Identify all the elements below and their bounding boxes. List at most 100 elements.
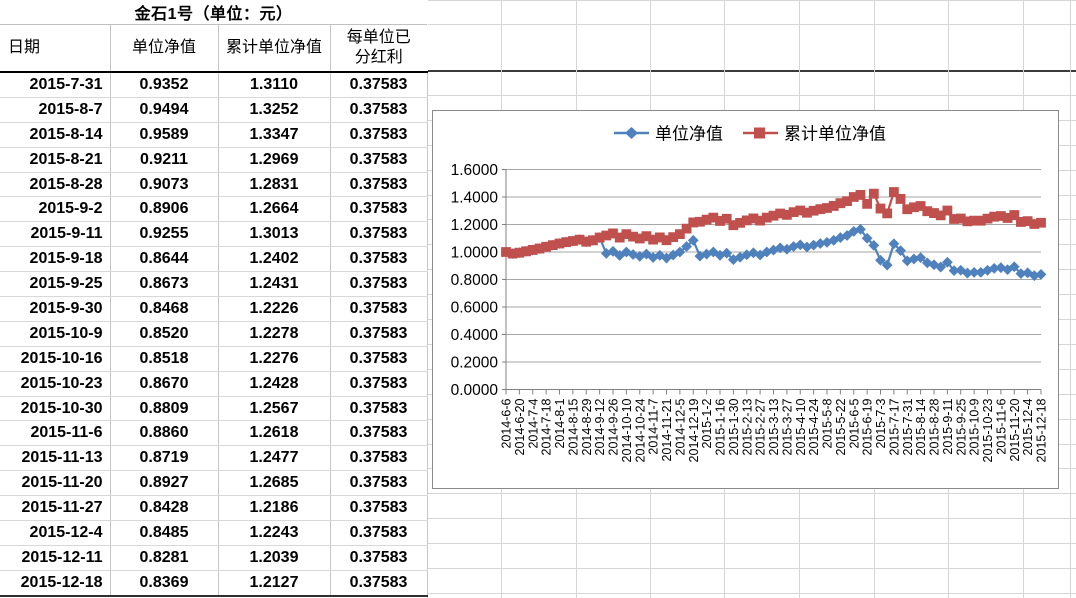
col-header-0[interactable]: 日期 bbox=[0, 24, 110, 73]
y-tick-label: 0.2000 bbox=[451, 355, 499, 372]
table-cell[interactable]: 0.37583 bbox=[329, 545, 428, 571]
table-cell[interactable]: 2015-10-30 bbox=[0, 396, 110, 422]
table-cell[interactable]: 1.2276 bbox=[217, 346, 330, 372]
table-cell[interactable]: 0.8670 bbox=[109, 371, 218, 397]
table-cell[interactable]: 2015-10-9 bbox=[0, 321, 110, 347]
col-header-3[interactable]: 每单位已分红利 bbox=[329, 24, 428, 73]
table-cell[interactable]: 0.8719 bbox=[109, 445, 218, 472]
table-cell[interactable]: 0.9589 bbox=[109, 122, 218, 148]
table-cell[interactable]: 1.3013 bbox=[217, 221, 330, 248]
table-cell[interactable]: 0.37583 bbox=[329, 147, 428, 173]
table-cell[interactable]: 0.37583 bbox=[329, 246, 428, 273]
table-cell[interactable]: 2015-12-4 bbox=[0, 520, 110, 546]
table-row: 2015-8-28 0.9073 1.2831 0.37583 bbox=[0, 172, 428, 198]
table-cell[interactable]: 2015-8-14 bbox=[0, 122, 110, 148]
table-cell[interactable]: 0.8927 bbox=[109, 470, 218, 497]
table-cell[interactable]: 0.37583 bbox=[329, 520, 428, 546]
table-cell[interactable]: 0.9211 bbox=[109, 147, 218, 173]
table-cell[interactable]: 0.8520 bbox=[109, 321, 218, 347]
table-cell[interactable]: 1.2127 bbox=[217, 570, 330, 597]
table-cell[interactable]: 2015-9-25 bbox=[0, 271, 110, 298]
table-cell[interactable]: 2015-8-7 bbox=[0, 97, 110, 123]
table-cell[interactable]: 1.2428 bbox=[217, 371, 330, 397]
table-cell[interactable]: 0.37583 bbox=[329, 271, 428, 298]
table-cell[interactable]: 1.3110 bbox=[217, 72, 330, 98]
table-cell[interactable]: 0.8644 bbox=[109, 246, 218, 273]
table-cell[interactable]: 0.8673 bbox=[109, 271, 218, 298]
series-markers-0[interactable] bbox=[500, 223, 1047, 282]
table-cell[interactable]: 2015-9-11 bbox=[0, 221, 110, 248]
table-cell[interactable]: 0.37583 bbox=[329, 396, 428, 422]
series-markers-1[interactable] bbox=[501, 187, 1046, 259]
table-cell[interactable]: 0.37583 bbox=[329, 371, 428, 397]
table-cell[interactable]: 0.37583 bbox=[329, 470, 428, 497]
table-cell[interactable]: 0.37583 bbox=[329, 172, 428, 198]
table-cell[interactable]: 0.8428 bbox=[109, 495, 218, 522]
table-cell[interactable]: 0.9352 bbox=[109, 72, 218, 98]
table-cell[interactable]: 2015-11-6 bbox=[0, 420, 110, 447]
table-row: 2015-10-9 0.8520 1.2278 0.37583 bbox=[0, 321, 428, 347]
table-cell[interactable]: 0.8860 bbox=[109, 420, 218, 447]
table-cell[interactable]: 0.37583 bbox=[329, 570, 428, 597]
legend-label-unit-nav[interactable]: 单位净值 bbox=[655, 125, 723, 144]
legend-label-cum-nav[interactable]: 累计单位净值 bbox=[784, 125, 886, 144]
table-title[interactable]: 金石1号（单位：元） bbox=[0, 0, 428, 25]
table-cell[interactable]: 0.37583 bbox=[329, 196, 428, 223]
table-cell[interactable]: 1.2186 bbox=[217, 495, 330, 522]
table-cell[interactable]: 2015-7-31 bbox=[0, 72, 110, 98]
table-cell[interactable]: 0.37583 bbox=[329, 321, 428, 347]
table-cell[interactable]: 1.2567 bbox=[217, 396, 330, 422]
table-cell[interactable]: 0.37583 bbox=[329, 495, 428, 522]
table-cell[interactable]: 0.8518 bbox=[109, 346, 218, 372]
table-row: 2015-11-6 0.8860 1.2618 0.37583 bbox=[0, 420, 428, 447]
table-cell[interactable]: 2015-10-16 bbox=[0, 346, 110, 372]
table-cell[interactable]: 2015-11-20 bbox=[0, 470, 110, 497]
table-cell[interactable]: 1.2969 bbox=[217, 147, 330, 173]
table-cell[interactable]: 0.8369 bbox=[109, 570, 218, 597]
chart-canvas[interactable]: 0.0000 0.2000 0.4000 0.6000 0.8000 1.0000 1.20… bbox=[433, 111, 1058, 488]
table-cell[interactable]: 2015-8-28 bbox=[0, 172, 110, 198]
table-cell[interactable]: 0.8906 bbox=[109, 196, 218, 223]
table-cell[interactable]: 0.8281 bbox=[109, 545, 218, 571]
table-cell[interactable]: 1.3347 bbox=[217, 122, 330, 148]
table-cell[interactable]: 2015-12-11 bbox=[0, 545, 110, 571]
table-cell[interactable]: 0.37583 bbox=[329, 122, 428, 148]
table-cell[interactable]: 2015-9-30 bbox=[0, 296, 110, 322]
col-header-2[interactable]: 累计单位净值 bbox=[217, 24, 330, 73]
table-cell[interactable]: 0.37583 bbox=[329, 346, 428, 372]
table-cell[interactable]: 1.2831 bbox=[217, 172, 330, 198]
col-header-1[interactable]: 单位净值 bbox=[109, 24, 218, 73]
table-cell[interactable]: 1.2431 bbox=[217, 271, 330, 298]
table-cell[interactable]: 0.37583 bbox=[329, 296, 428, 322]
table-cell[interactable]: 0.9255 bbox=[109, 221, 218, 248]
table-cell[interactable]: 2015-12-18 bbox=[0, 570, 110, 597]
table-cell[interactable]: 0.37583 bbox=[329, 97, 428, 123]
table-cell[interactable]: 1.2618 bbox=[217, 420, 330, 447]
table-cell[interactable]: 0.9073 bbox=[109, 172, 218, 198]
table-cell[interactable]: 0.9494 bbox=[109, 97, 218, 123]
table-cell[interactable]: 1.2226 bbox=[217, 296, 330, 322]
table-cell[interactable]: 1.2477 bbox=[217, 445, 330, 472]
nav-chart[interactable]: 0.0000 0.2000 0.4000 0.6000 0.8000 1.0000 1.20… bbox=[432, 110, 1059, 489]
table-cell[interactable]: 0.37583 bbox=[329, 72, 428, 98]
table-cell[interactable]: 2015-8-21 bbox=[0, 147, 110, 173]
table-cell[interactable]: 2015-10-23 bbox=[0, 371, 110, 397]
table-cell[interactable]: 1.2402 bbox=[217, 246, 330, 273]
table-cell[interactable]: 0.8468 bbox=[109, 296, 218, 322]
table-cell[interactable]: 0.37583 bbox=[329, 420, 428, 447]
table-cell[interactable]: 2015-11-13 bbox=[0, 445, 110, 472]
table-cell[interactable]: 2015-11-27 bbox=[0, 495, 110, 522]
table-cell[interactable]: 0.37583 bbox=[329, 445, 428, 472]
table-cell[interactable]: 1.2243 bbox=[217, 520, 330, 546]
table-cell[interactable]: 1.2278 bbox=[217, 321, 330, 347]
table-cell[interactable]: 0.8485 bbox=[109, 520, 218, 546]
table-cell[interactable]: 1.2664 bbox=[217, 196, 330, 223]
table-cell[interactable]: 0.8809 bbox=[109, 396, 218, 422]
table-cell[interactable]: 2015-9-18 bbox=[0, 246, 110, 273]
table-cell[interactable]: 1.3252 bbox=[217, 97, 330, 123]
table-cell[interactable]: 0.37583 bbox=[329, 221, 428, 248]
table-cell[interactable]: 1.2685 bbox=[217, 470, 330, 497]
table-cell[interactable]: 1.2039 bbox=[217, 545, 330, 571]
x-tick-label: 2014-6-20 bbox=[513, 398, 527, 455]
table-cell[interactable]: 2015-9-2 bbox=[0, 196, 110, 223]
